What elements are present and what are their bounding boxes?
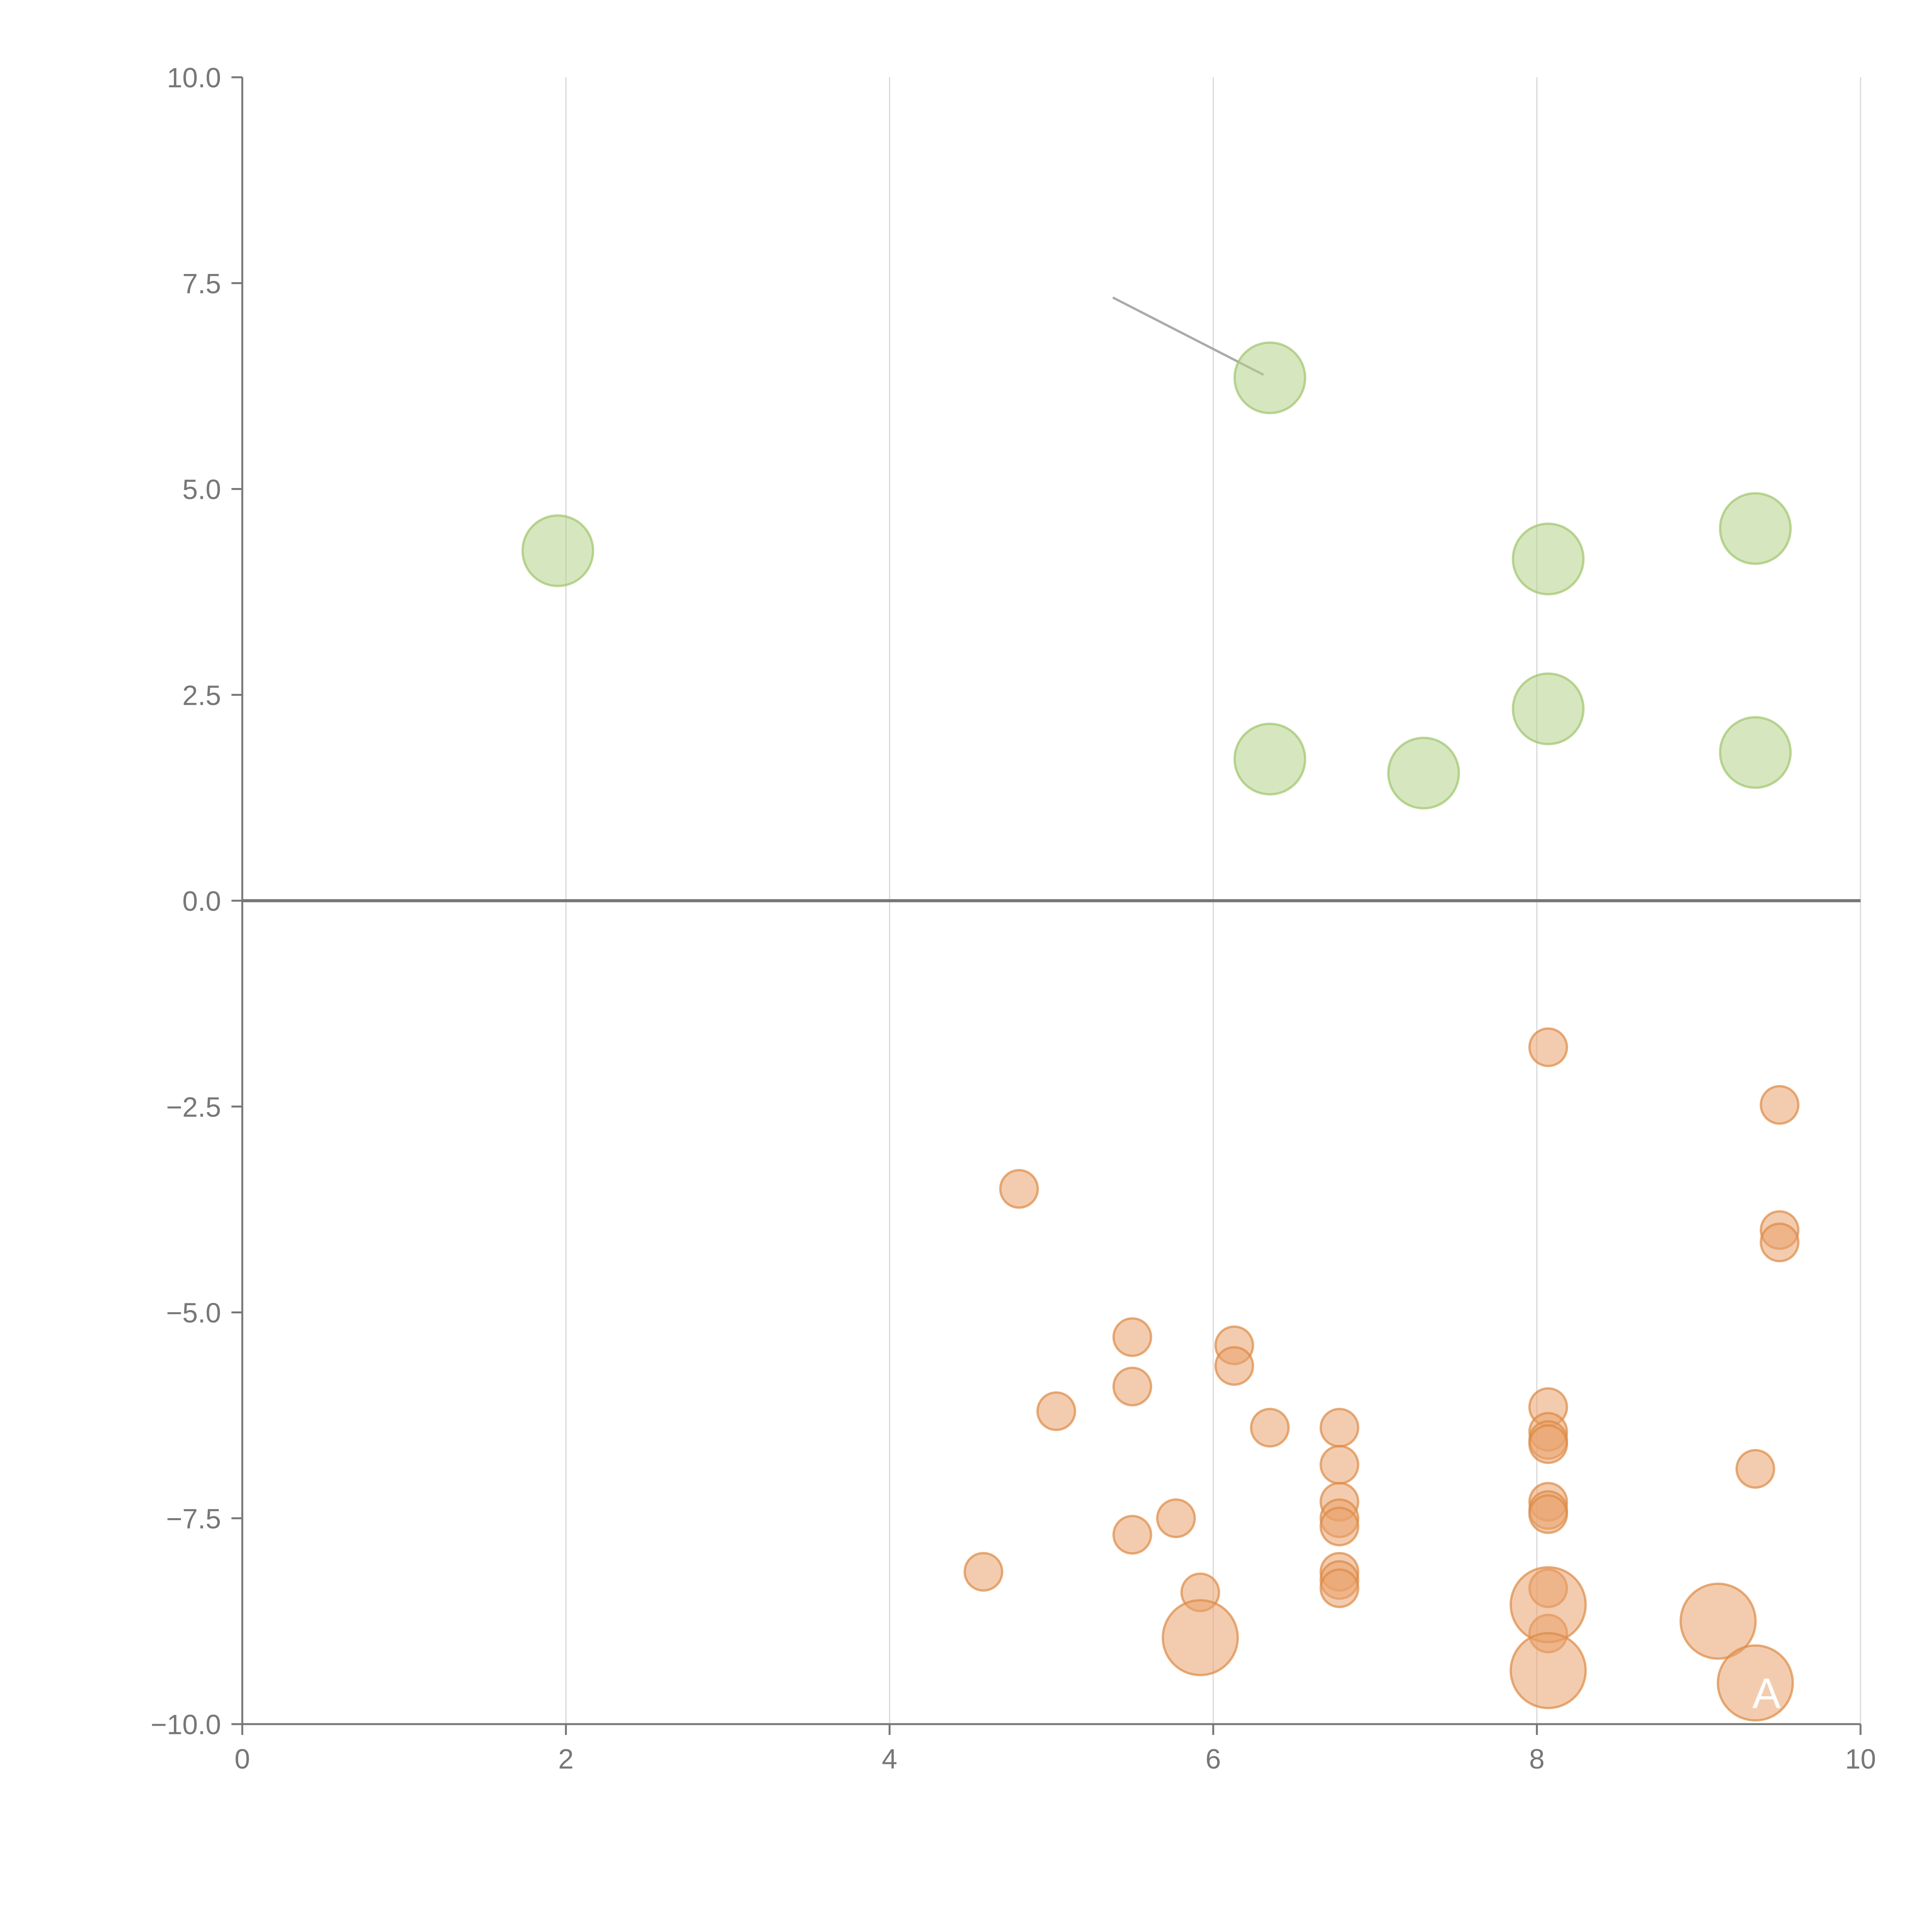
data-point (999, 1169, 1039, 1209)
data-point (1156, 1498, 1196, 1538)
data-point (1036, 1391, 1077, 1431)
data-point (963, 1552, 1003, 1592)
data-point (1162, 1599, 1239, 1677)
y-tick-label: −7.5 (166, 1503, 221, 1534)
x-tick-label: 6 (1206, 1744, 1221, 1775)
data-point (1719, 492, 1792, 565)
data-point (1320, 1445, 1359, 1485)
data-point (1509, 1566, 1587, 1643)
data-point (1214, 1346, 1254, 1386)
data-point (1112, 1366, 1152, 1406)
data-point (1387, 736, 1460, 810)
y-tick-label: 0.0 (182, 886, 221, 917)
y-tick-label: 2.5 (182, 680, 221, 711)
data-point (1320, 1507, 1359, 1547)
data-point (1760, 1222, 1800, 1262)
data-point (1528, 1424, 1568, 1464)
data-point (521, 514, 594, 587)
data-point (1509, 1632, 1587, 1709)
data-point (1719, 716, 1792, 789)
x-tick-label: 10 (1845, 1744, 1876, 1775)
y-tick-label: 7.5 (182, 269, 221, 299)
point-labels: A (1752, 1670, 1781, 1717)
y-tick-label: −10.0 (151, 1709, 221, 1740)
x-tick-label: 4 (882, 1744, 897, 1775)
data-point (1512, 522, 1585, 595)
data-point (1760, 1085, 1800, 1125)
x-tick-label: 0 (235, 1744, 250, 1775)
data-point (1250, 1408, 1290, 1448)
data-points (521, 341, 1800, 1722)
data-point (1528, 1027, 1568, 1067)
data-point (1320, 1408, 1359, 1448)
y-tick-label: 10.0 (167, 63, 221, 94)
y-tick-label: −2.5 (166, 1092, 221, 1123)
y-tick-label: −5.0 (166, 1298, 221, 1329)
x-tick-label: 2 (558, 1744, 574, 1775)
data-point (1112, 1317, 1152, 1357)
data-point (1512, 672, 1585, 745)
data-point (1716, 1644, 1794, 1722)
point-label-a: A (1752, 1670, 1781, 1717)
data-point (1679, 1582, 1757, 1660)
axes: 0 2 4 6 8 10 −10.0 −7.5 −5.0 −2.5 0.0 2.5 5.0 7.5 10.0 (151, 63, 1876, 1775)
data-point (1112, 1515, 1152, 1555)
data-point (1233, 723, 1306, 796)
y-tick-label: 5.0 (182, 474, 221, 505)
data-point (1735, 1449, 1776, 1489)
x-tick-label: 8 (1529, 1744, 1544, 1775)
data-point (1233, 341, 1306, 415)
data-point (1528, 1494, 1568, 1534)
data-point (1320, 1568, 1359, 1608)
